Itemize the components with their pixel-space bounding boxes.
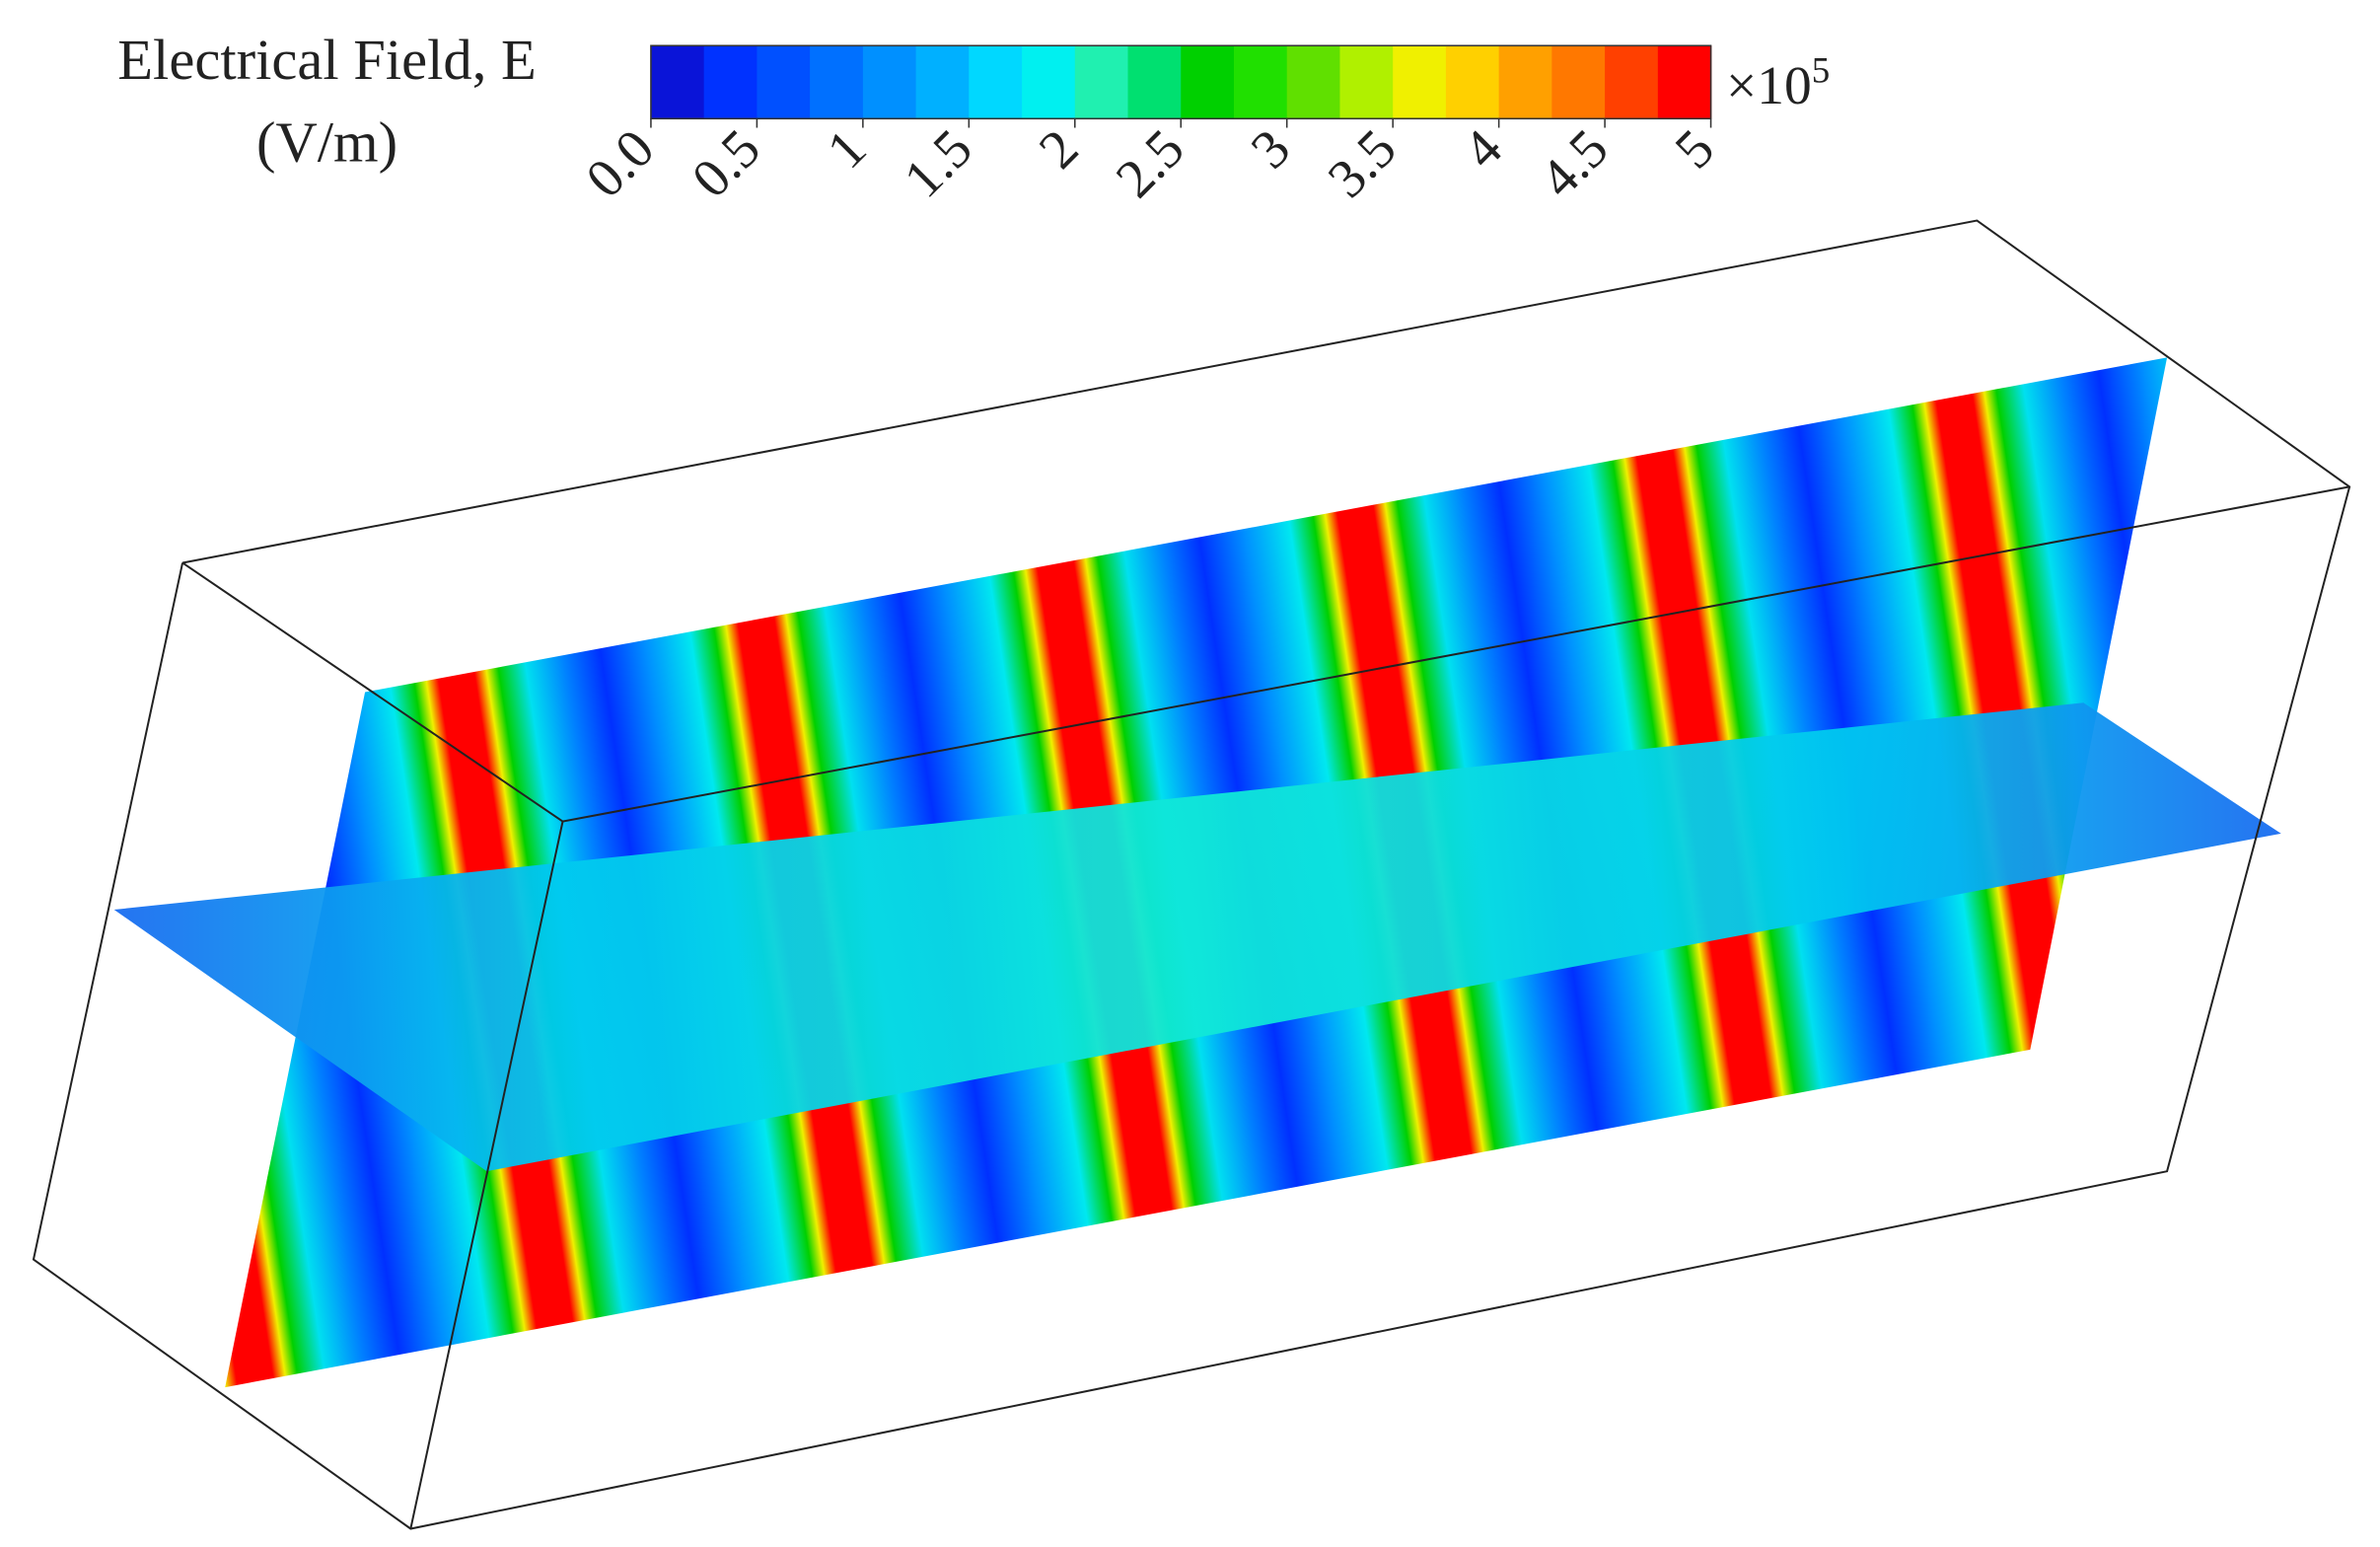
colorbar-band	[1127, 45, 1183, 119]
colorbar-band	[1233, 45, 1288, 119]
colorbar-band	[703, 45, 758, 119]
colorbar-band	[969, 45, 1023, 119]
colorbar: 0.0 0.5 1 1.5 2 2.5 3 3.5 4 4.5 5	[575, 44, 1726, 209]
colorbar-tick-label: 2	[1028, 118, 1090, 181]
colorbar-band	[915, 45, 971, 119]
colorbar-tick-label: 0.0	[575, 118, 666, 209]
colorbar-band	[1445, 45, 1500, 119]
multiplier-base: ×10	[1726, 56, 1812, 116]
colorbar-band	[862, 45, 917, 119]
colorbar-tick-label: 4	[1452, 118, 1514, 181]
colorbar-band	[1181, 45, 1235, 119]
colorbar-band	[1498, 45, 1553, 119]
bounding-box	[32, 219, 2351, 1530]
colorbar-band	[1022, 45, 1076, 119]
colorbar-tick-label: 1.5	[893, 118, 983, 209]
colorbar-band	[1657, 45, 1712, 119]
colorbar-tick-label: 3.5	[1317, 118, 1407, 209]
colorbar-tick-label: 2.5	[1105, 118, 1195, 209]
colorbar-band	[1393, 45, 1447, 119]
colorbar-multiplier: ×105	[1726, 50, 1830, 116]
colorbar-band	[1074, 45, 1129, 119]
colorbar-tick-label: 5	[1664, 118, 1726, 181]
colorbar-band	[1286, 45, 1341, 119]
horizontal-plane	[113, 702, 2281, 1172]
colorbar-band	[1605, 45, 1659, 119]
colorbar-tick-label: 4.5	[1529, 118, 1620, 209]
colorbar-band	[810, 45, 864, 119]
multiplier-exponent: 5	[1812, 50, 1831, 91]
colorbar-band	[1339, 45, 1394, 119]
colorbar-unit: (V/m)	[256, 110, 397, 174]
colorbar-band	[757, 45, 811, 119]
scene	[32, 219, 2351, 1530]
colorbar-title: Electrical Field, E	[117, 28, 537, 92]
colorbar-tick-label: 3	[1240, 118, 1302, 181]
colorbar-band	[650, 45, 705, 119]
colorbar-tick-label: 0.5	[682, 118, 772, 209]
colorbar-tick-label: 1	[816, 118, 878, 181]
colorbar-band	[1551, 45, 1606, 119]
